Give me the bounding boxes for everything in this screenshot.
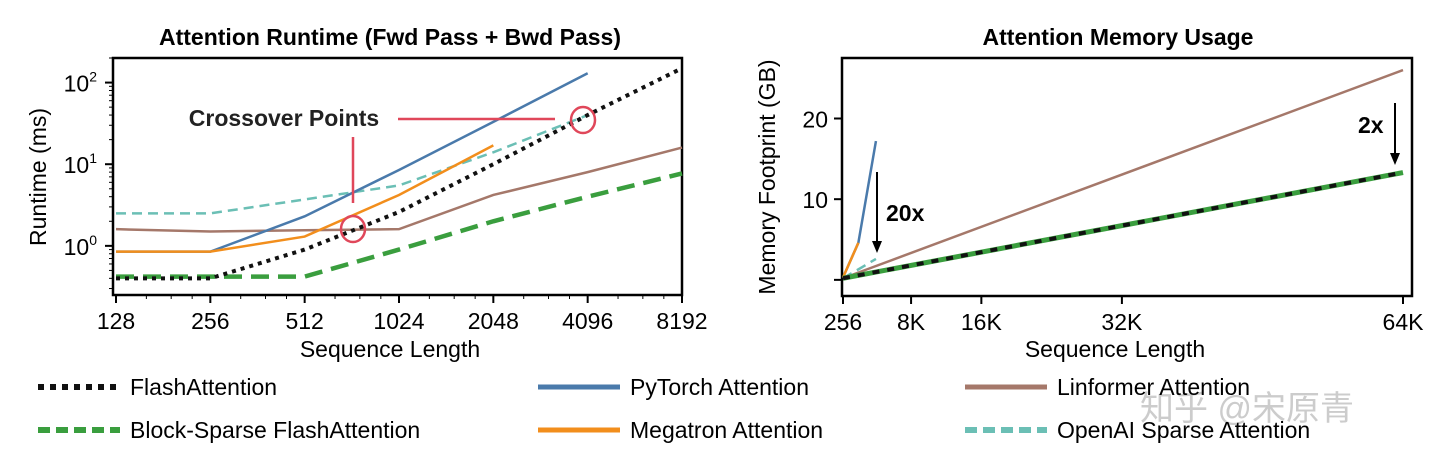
x-tick-label: 128 <box>97 308 135 334</box>
runtime-ylabel: Runtime (ms) <box>25 108 51 246</box>
arrow-2x-head <box>1390 153 1400 165</box>
memory-xlabel: Sequence Length <box>1025 336 1205 362</box>
runtime-series-flashattention <box>116 66 683 281</box>
runtime-plot-frame <box>111 56 684 297</box>
memory-series-flashattention <box>842 170 1404 281</box>
runtime-series-megatron-attention <box>116 144 494 253</box>
x-tick-label: 64K <box>1383 309 1425 335</box>
y-tick-label: 20 <box>802 107 828 133</box>
annotation-2x: 2x <box>1358 112 1384 138</box>
y-tick-exponent: 1 <box>89 150 97 166</box>
memory-title: Attention Memory Usage <box>983 24 1254 50</box>
legend-label-pytorch-attention: PyTorch Attention <box>630 374 809 400</box>
y-tick-exponent: 0 <box>89 232 97 248</box>
x-tick-label: 1024 <box>373 308 424 334</box>
x-tick-label: 512 <box>285 308 323 334</box>
memory-plot-frame <box>840 56 1414 298</box>
x-tick-label: 32K <box>1101 309 1143 335</box>
legend-label-flashattention: FlashAttention <box>130 374 277 400</box>
legend-label-megatron-attention: Megatron Attention <box>630 417 823 443</box>
watermark: 知乎 @宋原青 <box>1140 390 1354 428</box>
crossover-circle <box>569 105 597 135</box>
runtime-xlabel: Sequence Length <box>300 336 480 362</box>
crossover-circle <box>339 214 367 244</box>
legend-label-block-sparse-flashattention: Block-Sparse FlashAttention <box>130 417 420 443</box>
x-tick-label: 4096 <box>562 308 613 334</box>
x-tick-label: 8192 <box>656 308 707 334</box>
memory-ylabel: Memory Footprint (GB) <box>754 59 780 294</box>
memory-series-linformer-attention <box>842 68 1404 280</box>
y-tick-label: 101 <box>64 150 98 178</box>
y-tick-label: 10 <box>802 187 828 213</box>
x-tick-label: 16K <box>961 309 1003 335</box>
y-tick-label: 100 <box>64 232 98 260</box>
runtime-series-openai-sparse-attention <box>116 113 589 215</box>
x-tick-label: 256 <box>824 309 862 335</box>
crossover-annotation: Crossover Points <box>189 105 379 131</box>
memory-series-pytorch-attention <box>841 140 878 278</box>
x-tick-label: 2048 <box>468 308 519 334</box>
runtime-title: Attention Runtime (Fwd Pass + Bwd Pass) <box>159 24 621 50</box>
memory-series-megatron-attention <box>841 242 860 278</box>
runtime-series-linformer-attention <box>115 146 683 233</box>
runtime-series-block-sparse-flashattention <box>116 171 683 279</box>
arrow-20x-head <box>872 241 882 253</box>
y-tick-label: 102 <box>64 69 98 97</box>
x-tick-label: 8K <box>897 309 926 335</box>
annotation-20x: 20x <box>886 200 925 226</box>
y-tick-exponent: 2 <box>89 69 97 85</box>
legend-label-openai-sparse-attention: OpenAI Sparse Attention <box>1057 417 1310 443</box>
legend-label-linformer-attention: Linformer Attention <box>1057 374 1250 400</box>
x-tick-label: 256 <box>191 308 229 334</box>
